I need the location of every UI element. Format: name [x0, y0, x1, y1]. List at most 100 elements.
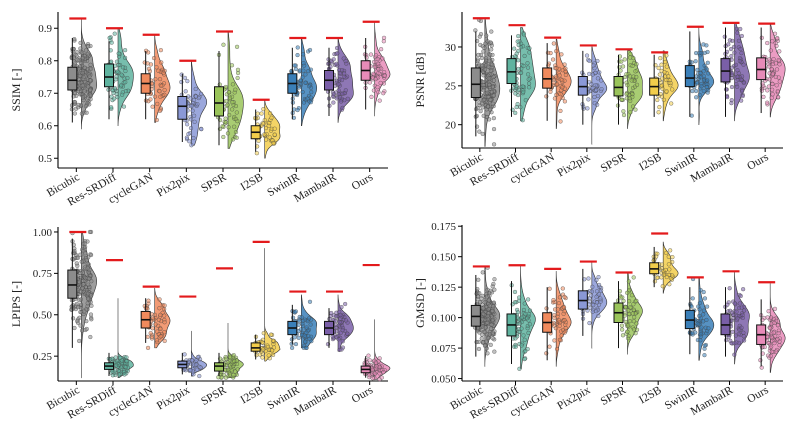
data-point — [478, 42, 483, 48]
data-point — [297, 68, 303, 73]
data-point — [182, 75, 188, 80]
data-point — [739, 51, 744, 56]
data-point — [271, 338, 276, 343]
data-point — [83, 48, 89, 53]
data-point — [150, 104, 155, 109]
data-point — [777, 49, 782, 54]
data-point — [768, 326, 773, 331]
data-point — [113, 355, 118, 360]
data-point — [74, 261, 79, 266]
data-point — [376, 71, 381, 76]
data-point — [115, 69, 120, 74]
data-point — [659, 262, 665, 267]
data-point — [88, 252, 94, 258]
data-point — [595, 76, 601, 81]
data-point — [270, 348, 275, 353]
data-point — [88, 62, 93, 67]
data-point — [226, 125, 231, 130]
data-point — [120, 92, 125, 97]
data-point — [739, 33, 744, 39]
data-point — [631, 327, 637, 332]
data-point — [563, 325, 568, 331]
data-point — [483, 317, 488, 322]
data-point — [232, 358, 237, 363]
data-point — [491, 281, 496, 287]
data-point — [119, 358, 124, 363]
data-point — [561, 90, 566, 95]
data-point — [256, 138, 261, 143]
data-point — [77, 73, 83, 78]
data-point — [590, 86, 595, 91]
data-point — [85, 261, 90, 266]
data-point — [553, 307, 558, 312]
data-point — [627, 287, 632, 293]
data-point — [71, 316, 76, 321]
data-point — [80, 83, 85, 88]
data-point — [486, 335, 491, 341]
data-point — [88, 66, 94, 71]
data-point — [664, 250, 669, 256]
data-point — [516, 298, 522, 303]
data-point — [623, 305, 628, 310]
data-point — [88, 300, 93, 305]
data-point — [260, 355, 265, 360]
data-point — [491, 116, 496, 121]
data-point — [113, 368, 118, 373]
data-point — [491, 78, 497, 83]
data-point — [738, 293, 743, 299]
data-point — [337, 347, 342, 353]
data-point — [480, 324, 485, 329]
data-point — [150, 326, 155, 331]
data-point — [517, 366, 522, 371]
data-point — [664, 89, 669, 94]
data-point — [297, 318, 302, 324]
data-point — [114, 363, 119, 368]
data-point — [562, 62, 567, 67]
data-point — [599, 288, 604, 293]
data-point — [88, 97, 93, 102]
data-point — [156, 68, 161, 73]
data-point — [185, 122, 190, 127]
data-point — [161, 70, 166, 75]
data-point — [233, 103, 238, 109]
y-tick-label: 0.100 — [431, 312, 456, 324]
data-point — [343, 301, 348, 307]
data-point — [690, 89, 695, 94]
data-point — [485, 351, 490, 356]
box — [684, 65, 695, 88]
data-point — [768, 48, 773, 53]
data-point — [261, 107, 266, 112]
data-point — [109, 40, 114, 45]
data-point — [195, 102, 200, 107]
data-point — [235, 67, 241, 72]
data-point — [198, 365, 203, 370]
data-point — [592, 94, 597, 100]
data-point — [697, 50, 702, 56]
data-point — [634, 321, 639, 326]
data-point — [627, 319, 633, 324]
data-point — [737, 301, 742, 306]
data-point — [157, 297, 162, 302]
data-point — [302, 333, 307, 338]
data-point — [658, 56, 663, 61]
data-point — [488, 68, 493, 73]
data-point — [523, 348, 528, 353]
data-point — [770, 92, 775, 97]
data-point — [517, 321, 522, 326]
data-point — [188, 117, 194, 122]
data-point — [263, 126, 268, 131]
data-point — [481, 340, 486, 345]
data-point — [307, 47, 313, 53]
data-point — [271, 141, 276, 146]
data-point — [88, 334, 93, 340]
data-point — [183, 89, 188, 94]
data-point — [631, 275, 636, 280]
data-point — [626, 279, 631, 284]
data-point — [188, 96, 193, 101]
data-point — [655, 97, 660, 103]
data-point — [182, 352, 187, 357]
data-point — [730, 329, 735, 334]
data-point — [705, 78, 710, 83]
data-point — [370, 367, 375, 373]
